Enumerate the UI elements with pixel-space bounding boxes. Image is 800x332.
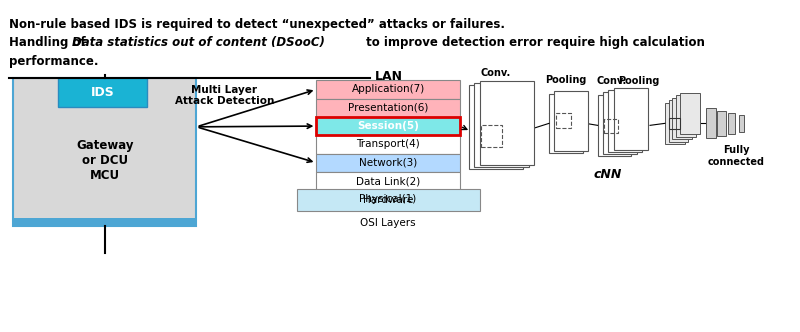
Text: Data statistics out of content (DSooC): Data statistics out of content (DSooC) (72, 36, 325, 49)
Text: Conv.: Conv. (596, 76, 626, 86)
Text: Non-rule based IDS is required to detect “unexpected” attacks or failures.: Non-rule based IDS is required to detect… (10, 18, 506, 31)
Bar (669, 100, 689, 142)
Bar (676, 95, 696, 137)
Bar (316, 154, 460, 172)
Text: to improve detection error require high calculation: to improve detection error require high … (362, 36, 705, 49)
Bar (316, 135, 460, 154)
Bar (316, 80, 460, 99)
Text: Pooling: Pooling (545, 75, 586, 85)
Bar (665, 103, 685, 144)
Bar (669, 119, 680, 129)
Text: IDS: IDS (90, 86, 114, 99)
Bar (58, 78, 147, 108)
Text: Transport(4): Transport(4) (356, 139, 420, 149)
Bar (316, 99, 460, 117)
Text: cNN: cNN (594, 168, 622, 181)
Text: Pooling: Pooling (618, 76, 660, 86)
Text: Presentation(6): Presentation(6) (348, 103, 428, 113)
Text: OSI Layers: OSI Layers (360, 218, 416, 228)
Text: Gateway
or DCU
MCU: Gateway or DCU MCU (76, 138, 134, 182)
Bar (728, 113, 734, 134)
Bar (480, 81, 534, 165)
Text: LAN: LAN (374, 70, 402, 83)
Text: Session(5): Session(5) (357, 121, 419, 131)
Text: Hardware: Hardware (363, 195, 414, 205)
Text: performance.: performance. (10, 55, 99, 68)
Bar (481, 125, 502, 147)
Text: Network(3): Network(3) (359, 158, 418, 168)
Bar (556, 114, 571, 128)
Bar (549, 94, 582, 153)
Bar (316, 117, 460, 135)
Bar (673, 98, 692, 139)
Bar (469, 85, 523, 169)
Bar (14, 78, 197, 226)
Bar (316, 172, 460, 190)
Bar (718, 111, 726, 136)
Text: Handling of: Handling of (10, 36, 90, 49)
Bar (554, 91, 588, 151)
Text: Multi Layer
Attack Detection: Multi Layer Attack Detection (174, 85, 274, 106)
Bar (614, 88, 647, 149)
Bar (474, 83, 529, 167)
Bar (739, 115, 744, 131)
Bar (316, 190, 460, 208)
Text: Conv.: Conv. (481, 68, 511, 78)
Text: Application(7): Application(7) (351, 84, 425, 94)
Bar (706, 109, 716, 138)
Bar (680, 93, 700, 134)
Bar (605, 120, 618, 133)
Bar (609, 90, 642, 152)
Text: Fully
connected: Fully connected (708, 145, 765, 167)
Bar (603, 92, 637, 154)
Bar (297, 189, 480, 211)
Bar (598, 95, 631, 156)
Text: Physical(1): Physical(1) (359, 195, 417, 205)
Bar (14, 217, 197, 226)
Text: Data Link(2): Data Link(2) (356, 176, 420, 186)
